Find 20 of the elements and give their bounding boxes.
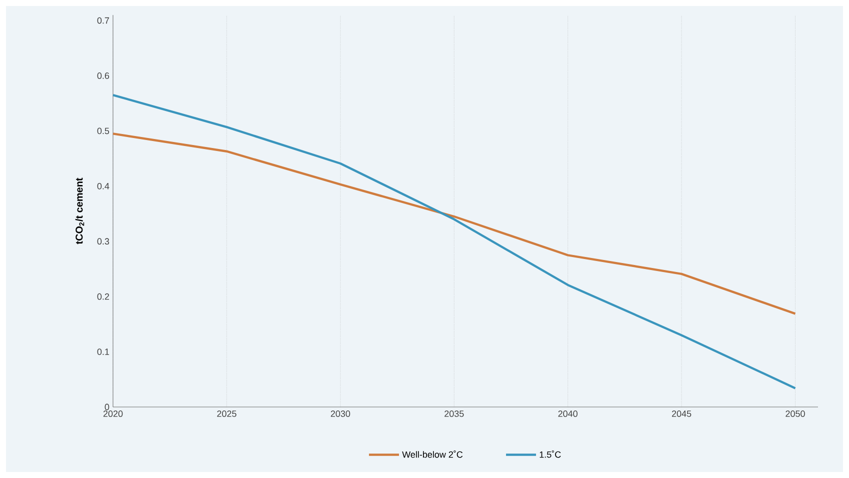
x-tick-label: 2050 — [786, 410, 805, 417]
x-tick-label: 2045 — [672, 410, 692, 417]
x-tick-label: 2025 — [217, 410, 236, 417]
x-tick-label: 2030 — [330, 410, 350, 417]
x-tick-label: 2035 — [444, 410, 464, 417]
y-tick-label: 0.4 — [97, 182, 110, 190]
y-tick-label: 0.7 — [97, 17, 110, 24]
y-tick-label: 0.1 — [97, 348, 110, 355]
y-tick-label: 0.5 — [97, 128, 110, 134]
line-series — [112, 94, 796, 390]
line-series — [112, 132, 796, 315]
y-tick-label: 0.3 — [97, 238, 110, 245]
legend-label: Well-below 2˚C — [402, 450, 463, 458]
y-tick-label: 0 — [104, 404, 110, 410]
y-tick-label: 0.6 — [97, 72, 110, 79]
x-tick-label: 2040 — [558, 410, 578, 417]
y-axis-title: tCO$_{2}$/t cement — [75, 178, 84, 244]
legend-label: 1.5˚C — [540, 450, 561, 458]
y-tick-label: 0.2 — [97, 293, 110, 300]
x-tick-label: 2020 — [103, 410, 123, 417]
